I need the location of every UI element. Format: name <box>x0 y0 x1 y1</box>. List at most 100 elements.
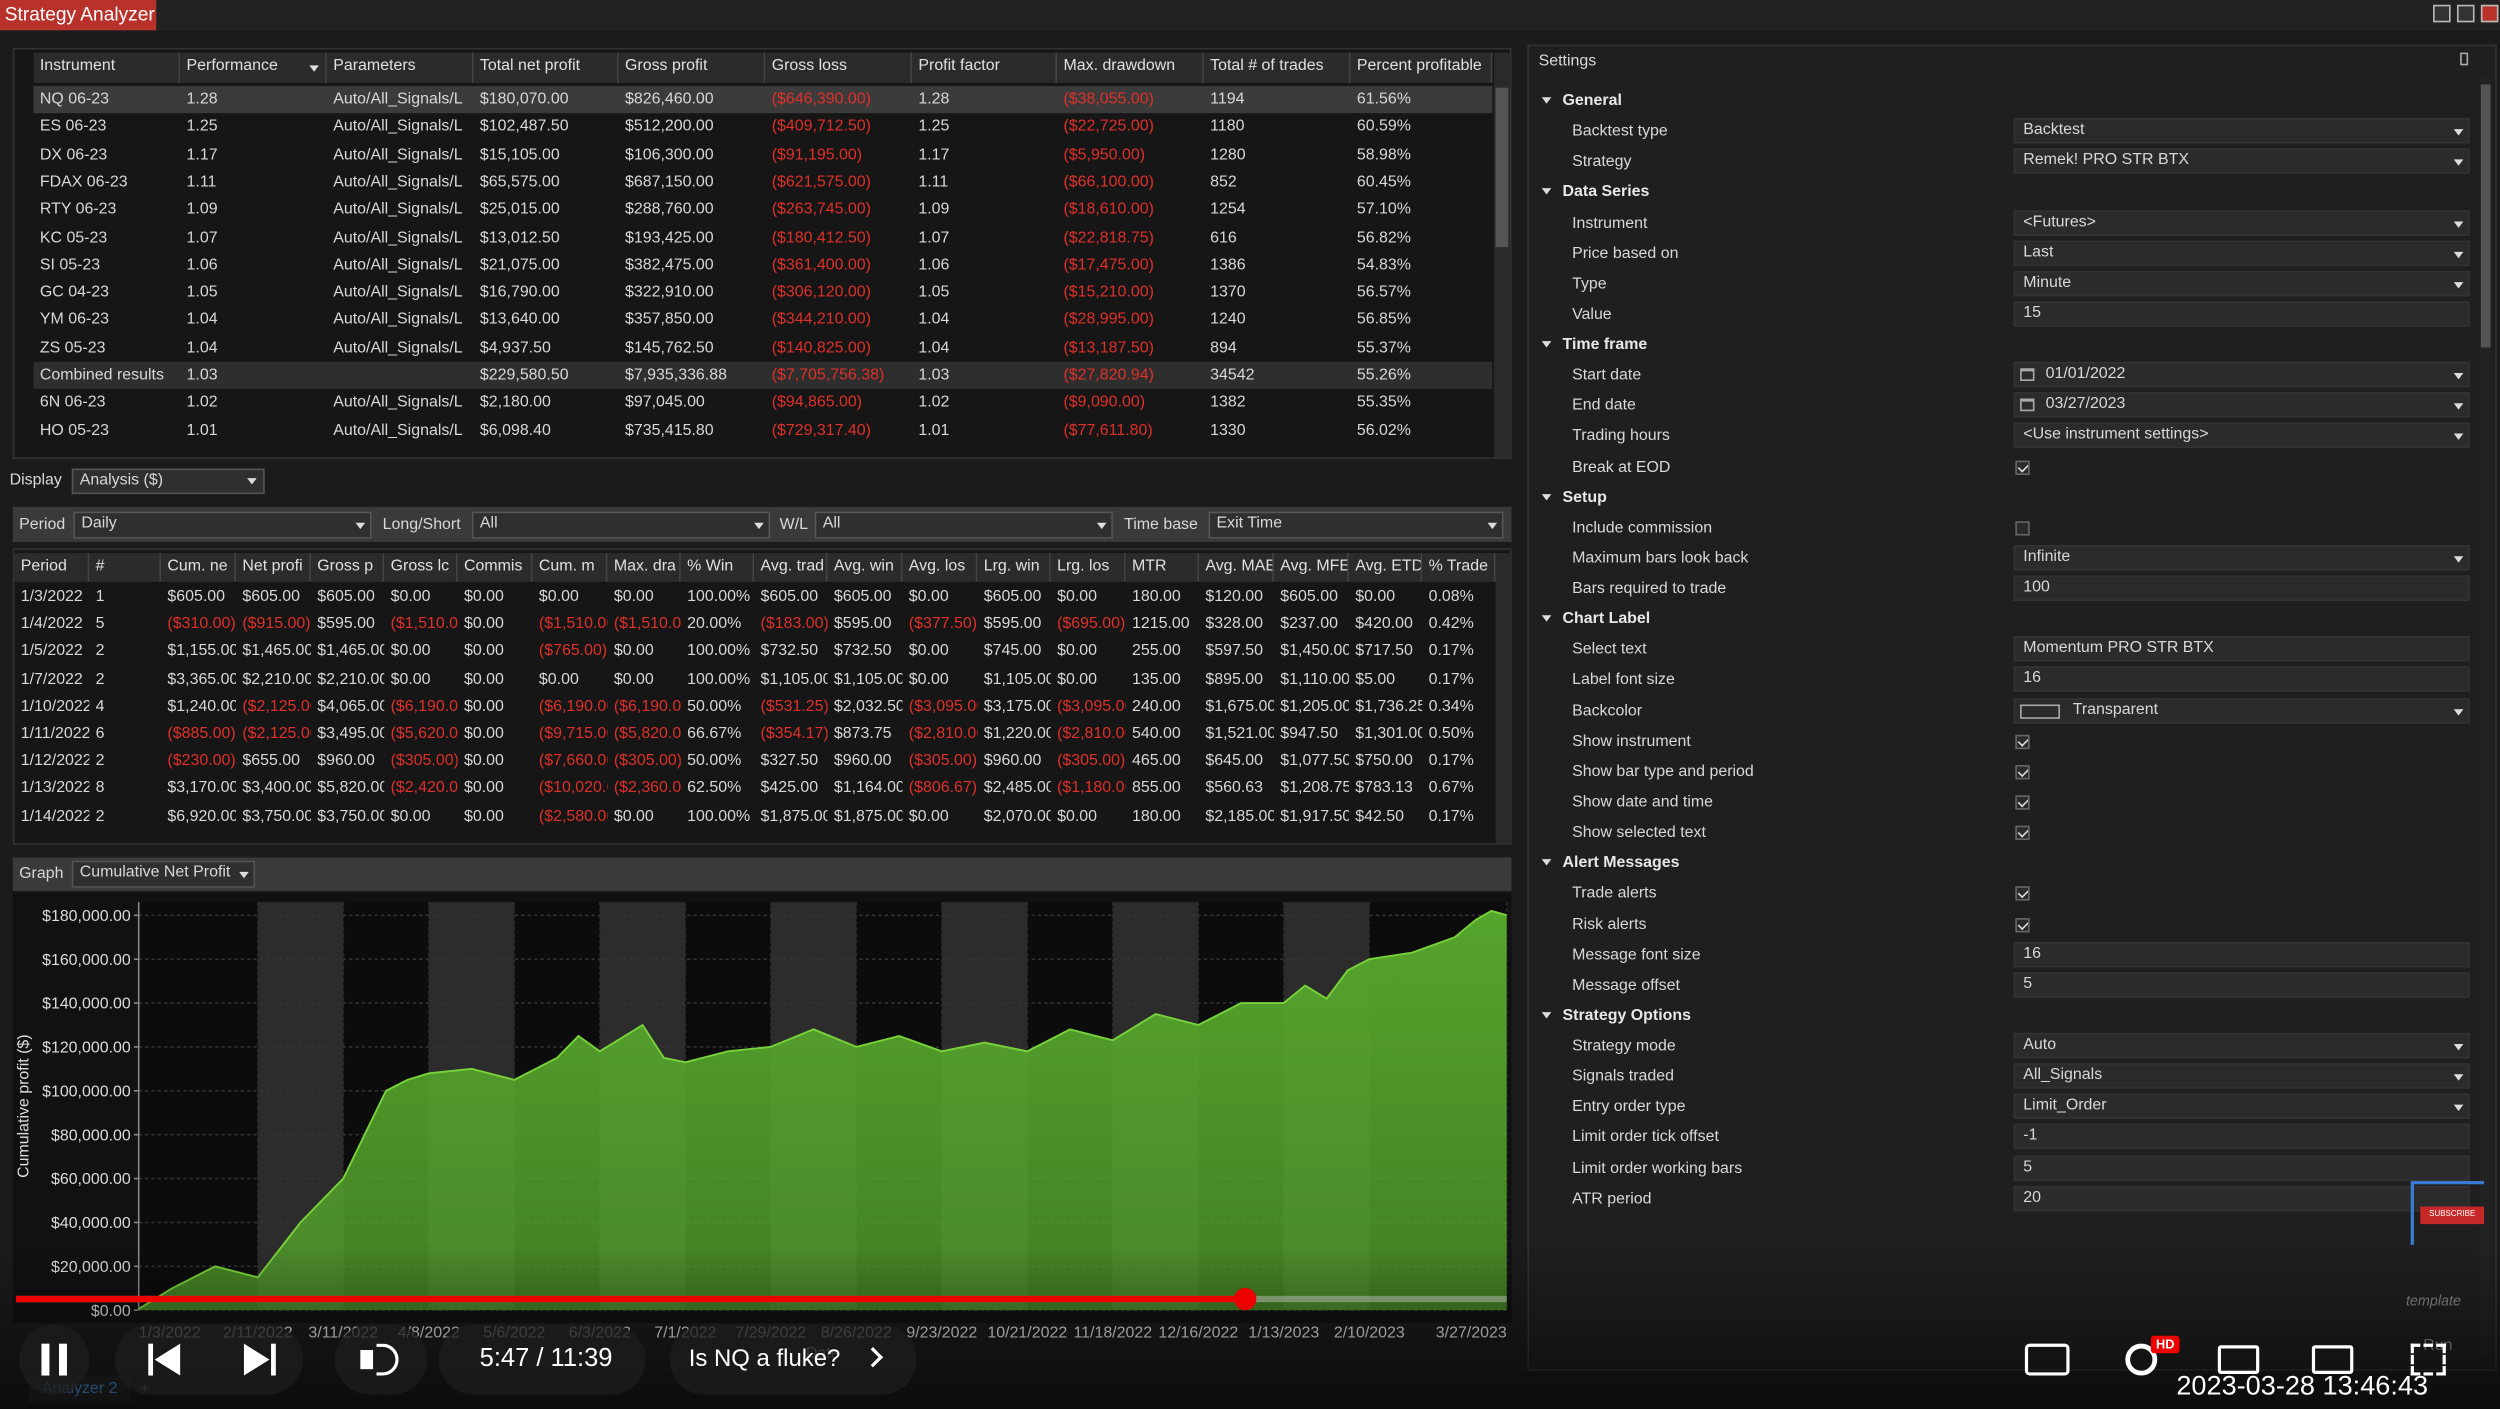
column-header[interactable]: Avg. MAE <box>1198 553 1274 582</box>
column-header[interactable]: Gross profit <box>618 52 766 83</box>
setting-value[interactable]: Momentum PRO STR BTX <box>2013 636 2470 662</box>
setting-value[interactable]: Last <box>2013 240 2470 266</box>
setting-value[interactable]: 20 <box>2013 1185 2470 1211</box>
setting-value[interactable]: Backtest <box>2013 118 2470 144</box>
window-control[interactable] <box>2456 4 2475 23</box>
setting-value[interactable]: Auto <box>2013 1032 2470 1059</box>
column-header[interactable]: Profit factor <box>911 52 1058 83</box>
setting-value[interactable]: 15 <box>2013 301 2470 327</box>
result-row[interactable]: NQ 06-23 1.28 Auto/All_Signals/L $180,070.0… <box>33 86 1493 114</box>
column-header[interactable]: # <box>89 553 162 582</box>
setting-value[interactable]: Minute <box>2013 270 2470 297</box>
cc-button[interactable] <box>2024 1343 2070 1376</box>
filter-select[interactable]: All <box>814 511 1113 539</box>
checkbox[interactable] <box>2015 917 2030 932</box>
setting-value[interactable]: 100 <box>2013 575 2470 602</box>
column-header[interactable]: Net profi <box>235 553 311 582</box>
checkbox[interactable] <box>2015 520 2030 536</box>
filter-select[interactable]: Daily <box>73 511 372 539</box>
checkbox[interactable] <box>2015 825 2030 841</box>
column-header[interactable]: Max. drawdown <box>1057 52 1204 83</box>
miniplayer-button[interactable] <box>2217 1345 2260 1374</box>
period-row[interactable]: 1/7/2022 2 $3,365.00 $2,210.00 $2,210.00 $0.0… <box>14 666 1495 693</box>
column-header[interactable]: Cum. ne <box>161 553 236 582</box>
column-header[interactable]: Total # of trades <box>1203 52 1351 83</box>
section-title[interactable]: Time frame <box>1562 336 1648 354</box>
column-header[interactable]: Gross lc <box>384 553 458 582</box>
setting-value[interactable]: 03/27/2023 <box>2013 392 2470 419</box>
column-header[interactable]: Max. dra <box>607 553 681 582</box>
settings-gear[interactable] <box>2125 1343 2158 1376</box>
setting-value[interactable]: Remek! PRO STR BTX <box>2013 148 2470 175</box>
checkbox[interactable] <box>2015 886 2030 902</box>
column-header[interactable]: % Win <box>680 553 755 582</box>
display-select[interactable]: Analysis ($) <box>71 468 265 495</box>
period-row[interactable]: 1/14/2022 2 $6,920.00 $3,750.00 $3,750.00 $0.… <box>14 803 1495 830</box>
column-header[interactable]: Instrument <box>33 52 181 83</box>
section-title[interactable]: Data Series <box>1562 183 1650 202</box>
pause-button[interactable] <box>19 1324 90 1395</box>
result-row[interactable]: YM 06-23 1.04 Auto/All_Signals/L $13,640.00… <box>33 307 1492 334</box>
result-row[interactable]: ZS 05-23 1.04 Auto/All_Signals/L $4,937.50 $… <box>33 334 1492 361</box>
column-header[interactable]: Avg. ETD <box>1348 553 1423 582</box>
setting-value[interactable]: 5 <box>2013 1154 2470 1181</box>
period-row[interactable]: 1/3/2022 1 $605.00 $605.00 $605.00 $0.00 $0.00… <box>14 583 1495 610</box>
column-header[interactable]: Commis <box>457 553 533 582</box>
section-title[interactable]: Alert Messages <box>1562 854 1680 873</box>
result-row[interactable]: HO 05-23 1.01 Auto/All_Signals/L $6,098.40 $… <box>33 417 1492 444</box>
setting-value[interactable]: Transparent <box>2013 697 2470 723</box>
setting-value[interactable]: -1 <box>2013 1124 2470 1150</box>
setting-value[interactable]: 5 <box>2013 971 2470 998</box>
checkbox[interactable] <box>2015 734 2030 749</box>
column-header[interactable]: % Trade <box>1422 553 1496 582</box>
graph-select[interactable]: Cumulative Net Profit <box>71 860 256 888</box>
column-header[interactable]: Avg. win <box>827 553 903 582</box>
column-header[interactable]: Total net profit <box>473 52 619 83</box>
result-row[interactable]: ES 06-23 1.25 Auto/All_Signals/L $102,487.5… <box>33 114 1492 141</box>
result-row[interactable]: SI 05-23 1.06 Auto/All_Signals/L $21,075.00… <box>33 252 1492 279</box>
period-row[interactable]: 1/10/2022 4 $1,240.00 ($2,125.00) $4,065.00 (… <box>14 693 1495 720</box>
time-pill[interactable] <box>438 1324 646 1395</box>
chapter-pill[interactable] <box>669 1324 917 1395</box>
checkbox[interactable] <box>2015 459 2030 475</box>
column-header[interactable]: Performance <box>180 52 327 83</box>
result-row[interactable]: RTY 06-23 1.09 Auto/All_Signals/L $25,015.0… <box>33 196 1492 223</box>
setting-value[interactable]: 16 <box>2013 666 2470 693</box>
period-row[interactable]: 1/13/2022 8 $3,170.00 $3,400.00 $5,820.00 ($2… <box>14 775 1495 802</box>
result-row[interactable]: FDAX 06-23 1.11 Auto/All_Signals/L $65,575.… <box>33 169 1492 196</box>
filter-select[interactable]: Exit Time <box>1208 511 1504 539</box>
column-header[interactable]: Period <box>14 553 90 582</box>
cast-button[interactable] <box>2311 1345 2354 1374</box>
progress-knob[interactable] <box>1234 1287 1257 1311</box>
result-row[interactable]: GC 04-23 1.05 Auto/All_Signals/L $16,790.00… <box>33 279 1492 306</box>
column-header[interactable]: Avg. los <box>902 553 978 582</box>
section-title[interactable]: Setup <box>1562 488 1607 507</box>
period-row[interactable]: 1/11/2022 6 ($885.00) ($2,125.00) $3,495.00 (… <box>14 720 1495 747</box>
section-title[interactable]: General <box>1562 92 1622 110</box>
subscribe-badge[interactable]: SUBSCRIBE <box>2420 1206 2485 1225</box>
setting-value[interactable]: 16 <box>2013 941 2470 967</box>
window-control[interactable] <box>2480 4 2499 23</box>
column-header[interactable]: Lrg. win <box>977 553 1051 582</box>
column-header[interactable]: Gross p <box>310 553 385 582</box>
fullscreen-button[interactable] <box>2410 1343 2446 1376</box>
filter-select[interactable]: All <box>471 511 771 539</box>
column-header[interactable]: Gross loss <box>765 52 912 83</box>
result-row[interactable]: Combined results 1.03 $229,580.50 $7,935,33… <box>33 361 1493 389</box>
period-row[interactable]: 1/12/2022 2 ($230.00) $655.00 $960.00 ($305.0… <box>14 748 1495 775</box>
setting-value[interactable]: <Futures> <box>2013 209 2470 236</box>
section-title[interactable]: Strategy Options <box>1562 1007 1691 1025</box>
column-header[interactable]: Percent profitable <box>1350 52 1493 83</box>
column-header[interactable]: MTR <box>1125 553 1199 582</box>
column-header[interactable]: Avg. MFE <box>1273 553 1349 582</box>
setting-value[interactable]: Limit_Order <box>2013 1093 2470 1120</box>
section-title[interactable]: Chart Label <box>1562 610 1651 629</box>
column-header[interactable]: Cum. m <box>532 553 608 582</box>
checkbox[interactable] <box>2015 764 2030 780</box>
result-row[interactable]: DX 06-23 1.17 Auto/All_Signals/L $15,105.00… <box>33 141 1492 168</box>
column-header[interactable]: Avg. trad <box>754 553 828 582</box>
window-control[interactable] <box>2433 4 2451 23</box>
setting-value[interactable]: <Use instrument settings> <box>2013 423 2470 449</box>
checkbox[interactable] <box>2015 795 2030 810</box>
period-row[interactable]: 1/5/2022 2 $1,155.00 $1,465.00 $1,465.00 $0.0… <box>14 638 1495 665</box>
